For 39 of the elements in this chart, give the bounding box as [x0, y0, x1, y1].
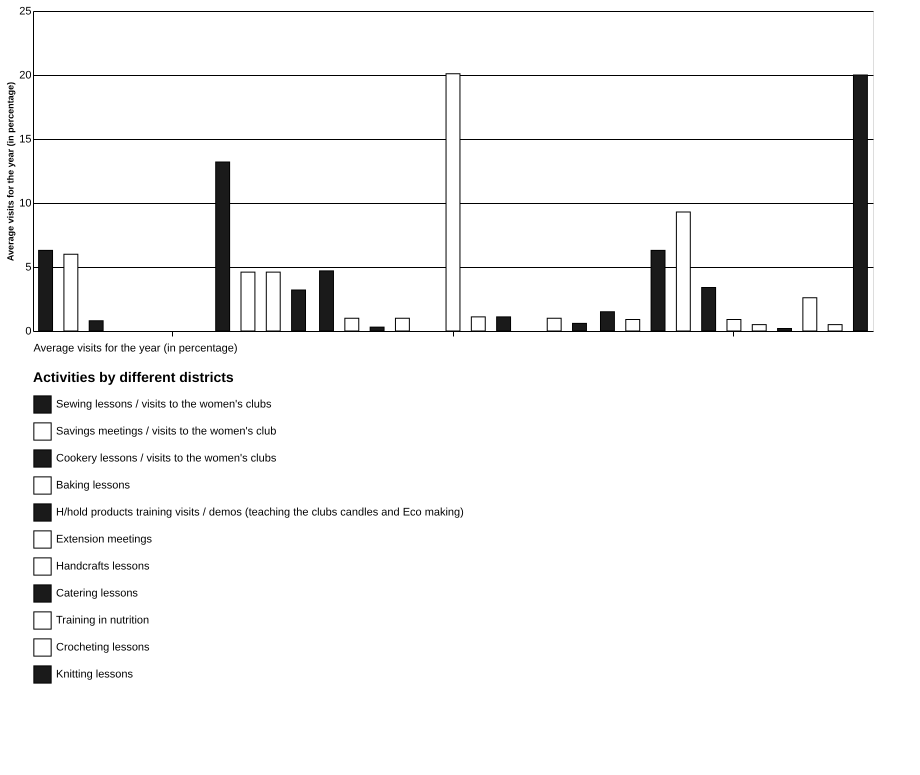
- bar: [394, 318, 410, 332]
- y-tick-label: 5: [25, 262, 32, 274]
- bar: [496, 316, 512, 332]
- bar: [572, 322, 587, 332]
- legend-label: Training in nutrition: [56, 614, 150, 626]
- bar: [370, 326, 385, 332]
- bar: [625, 318, 640, 332]
- legend-label: Handcrafts lessons: [56, 560, 150, 572]
- bar: [266, 272, 281, 332]
- legend-label: Cookery lessons / visits to the women's clubs: [56, 452, 277, 464]
- bar: [777, 328, 792, 332]
- y-tick-label: 20: [19, 70, 32, 82]
- legend-label: Sewing lessons / visits to the women's clubs: [56, 398, 272, 410]
- bar: [752, 324, 767, 332]
- bar: [344, 318, 360, 332]
- bar: [240, 272, 256, 332]
- legend-label: Catering lessons: [56, 588, 138, 600]
- y-tick-label: 15: [19, 134, 32, 146]
- y-axis-title: Average visits for the year (in percentage): [5, 82, 16, 262]
- bar: [319, 270, 334, 332]
- y-tick-label: 25: [19, 6, 32, 18]
- bar: [291, 290, 306, 332]
- legend-label: Knitting lessons: [56, 668, 134, 680]
- legend-title: Activities by different districts: [33, 369, 234, 385]
- bar: [600, 311, 615, 332]
- x-axis-title: Average visits for the year (in percentage): [34, 342, 238, 354]
- bar: [470, 316, 486, 332]
- legend-label: H/hold products training visits / demos (teaching the clubs candles and Eco making): [56, 506, 464, 518]
- bar: [88, 320, 104, 332]
- legend-label: Savings meetings / visits to the women's club: [56, 426, 276, 438]
- y-tick-label: 0: [25, 326, 32, 338]
- bar: [546, 318, 562, 332]
- bar: [828, 324, 843, 332]
- legend-label: Extension meetings: [56, 534, 152, 546]
- bar: [701, 286, 716, 332]
- y-tick-label: 10: [19, 198, 32, 210]
- bar: [802, 297, 818, 332]
- legend-label: Baking lessons: [56, 480, 130, 492]
- legend-label: Crocheting lessons: [56, 642, 150, 654]
